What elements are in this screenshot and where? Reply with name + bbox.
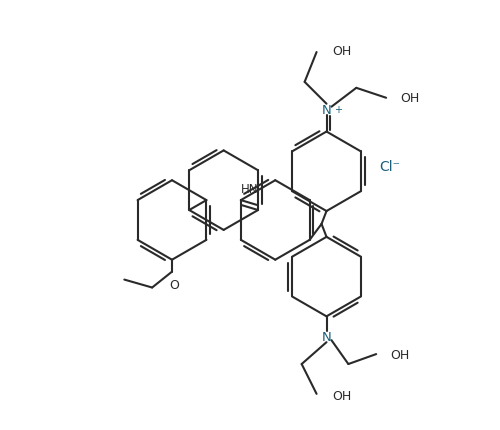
Text: OH: OH xyxy=(390,348,409,361)
Text: N: N xyxy=(322,104,332,117)
Text: HN: HN xyxy=(240,183,258,196)
Text: OH: OH xyxy=(332,44,351,58)
Text: N: N xyxy=(322,330,332,343)
Text: OH: OH xyxy=(332,390,351,402)
Text: +: + xyxy=(334,104,342,114)
Text: Cl⁻: Cl⁻ xyxy=(379,160,400,174)
Text: O: O xyxy=(169,278,179,291)
Text: OH: OH xyxy=(400,92,419,105)
